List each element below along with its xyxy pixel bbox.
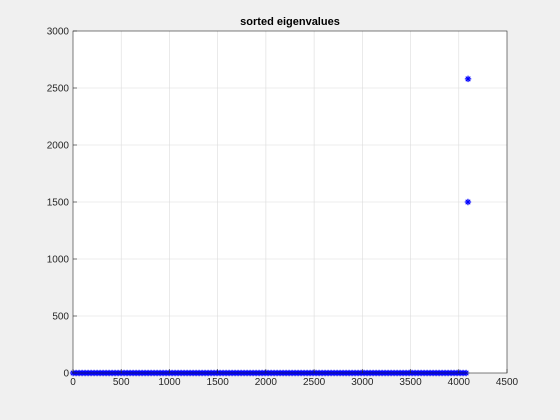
y-tick-label: 1000 xyxy=(47,255,70,266)
y-tick-label: 3000 xyxy=(47,27,70,38)
y-axis: 0 500 1000 1500 2000 2500 3000 xyxy=(47,27,77,380)
x-tick-label: 3000 xyxy=(351,377,374,388)
series-outlier-points xyxy=(464,75,472,206)
x-tick-label: 2500 xyxy=(303,377,326,388)
x-axis: 0 500 1000 1500 2000 2500 3000 3500 4000 4500 xyxy=(70,369,519,388)
data-point xyxy=(464,198,472,206)
y-tick-label: 0 xyxy=(63,369,69,380)
y-tick-label: 500 xyxy=(52,312,69,323)
x-tick-label: 4000 xyxy=(448,377,471,388)
chart-title: sorted eigenvalues xyxy=(240,16,340,28)
x-tick-label: 1000 xyxy=(158,377,181,388)
y-tick-label: 1500 xyxy=(47,198,70,209)
data-point xyxy=(464,75,472,83)
grid-lines xyxy=(73,31,507,373)
x-tick-label: 3500 xyxy=(399,377,422,388)
x-tick-label: 0 xyxy=(70,377,76,388)
y-tick-label: 2500 xyxy=(47,84,70,95)
x-tick-label: 2000 xyxy=(255,377,278,388)
x-tick-label: 1500 xyxy=(207,377,230,388)
y-tick-label: 2000 xyxy=(47,141,70,152)
x-tick-label: 4500 xyxy=(496,377,519,388)
x-tick-label: 500 xyxy=(113,377,130,388)
